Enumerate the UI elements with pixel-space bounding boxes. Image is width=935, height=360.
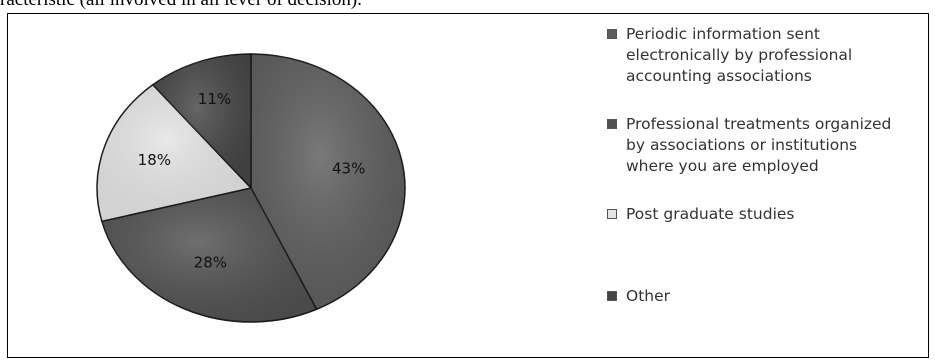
legend-swatch-2: [607, 119, 617, 129]
legend-label-4: Other: [626, 286, 670, 307]
legend-label-line: Other: [626, 287, 671, 305]
legend-label-line: electronically by professional: [626, 46, 853, 64]
legend-label-line: Professional treatments organized: [626, 115, 892, 133]
legend-label-line: where you are employed: [626, 157, 819, 175]
pie-slice-shading-1: [251, 54, 405, 310]
pie-slice-shading-3: [97, 84, 251, 222]
pie-data-label-1: 43%: [332, 159, 365, 177]
pie-data-label-2: 28%: [194, 254, 227, 272]
legend-label-line: by associations or institutions: [626, 136, 858, 154]
legend-label-line: Post graduate studies: [626, 205, 795, 223]
pie-data-label-3: 18%: [138, 151, 171, 169]
legend-label-2: Professional treatments organized by asso…: [626, 114, 891, 177]
legend-label-1: Periodic information sent electronically …: [626, 24, 852, 87]
pie-data-label-4: 11%: [198, 90, 231, 108]
legend-label-line: Periodic information sent: [626, 25, 820, 43]
legend-label-line: accounting associations: [626, 67, 812, 85]
legend-swatch-1: [607, 29, 617, 39]
header-text-fragment: racteristic (all involved in all lever o…: [0, 0, 935, 10]
pie-slice-shading-4: [152, 54, 251, 188]
legend-swatch-3: [607, 209, 617, 219]
pie-slice-shading-2: [101, 188, 317, 322]
legend-label-3: Post graduate studies: [626, 204, 795, 225]
legend-swatch-4: [607, 291, 617, 301]
